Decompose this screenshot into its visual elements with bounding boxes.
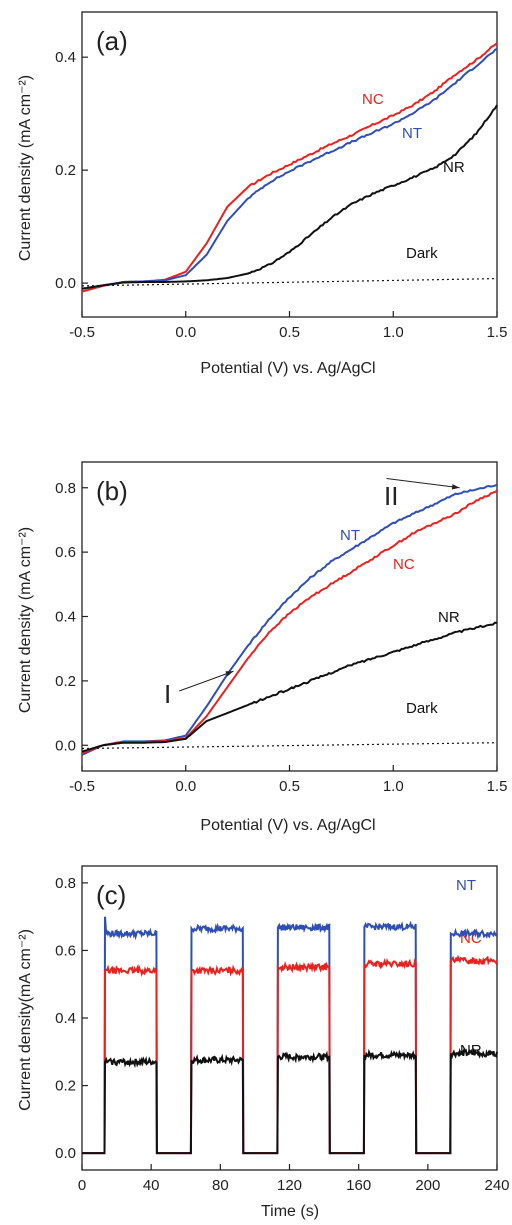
x-tick-label-b: 0.5 [279, 778, 300, 795]
y-tick-label-c: 0.2 [55, 1078, 76, 1095]
x-tick-label-a: -0.5 [69, 324, 95, 341]
chart-panel-b: (b) Potential (V) vs. Ag/AgCl Current de… [17, 461, 508, 834]
chart-panel-a: (a) Potential (V) vs. Ag/AgCl Current de… [17, 11, 508, 377]
y-tick-label-a: 0.2 [55, 162, 76, 179]
x-tick-label-c: 0 [78, 1177, 86, 1194]
y-axis-label-a: Current density (mA cm⁻²) [17, 75, 34, 261]
annotation-i: I [164, 679, 171, 709]
panel-label-b: (b) [96, 476, 128, 506]
x-tick-label-a: 1.5 [487, 324, 508, 341]
y-axis-label-b: Current density (mA cm⁻²) [17, 527, 34, 713]
series-line-nr-b [81, 621, 498, 753]
y-tick-label-b: 0.4 [55, 609, 76, 626]
panel-label-c: (c) [96, 880, 126, 910]
y-tick-label-c: 0.6 [55, 942, 76, 959]
y-tick-label-a: 0.0 [55, 275, 76, 292]
x-tick-label-c: 120 [277, 1177, 302, 1194]
series-label-nr-b: NR [438, 609, 460, 626]
x-tick-label-a: 0.0 [175, 324, 196, 341]
x-tick-label-b: 1.0 [383, 778, 404, 795]
x-tick-label-a: 0.5 [279, 324, 300, 341]
series-label-nt-a: NT [402, 125, 422, 142]
series-label-nc-a: NC [362, 91, 384, 108]
x-tick-label-b: 1.5 [487, 778, 508, 795]
y-tick-label-a: 0.4 [55, 49, 76, 66]
x-axis-label-a: Potential (V) vs. Ag/AgCl [200, 360, 375, 377]
annotation-ii: II [384, 481, 398, 511]
series-line-dark-a [81, 278, 498, 287]
y-tick-label-b: 0.2 [55, 673, 76, 690]
y-tick-label-b: 0.6 [55, 544, 76, 561]
series-label-dark-b: Dark [406, 700, 438, 717]
y-tick-label-b: 0.0 [55, 737, 76, 754]
series-line-dark-b [81, 742, 498, 750]
annotation-arrowhead-1 [225, 671, 234, 677]
y-tick-label-b: 0.8 [55, 480, 76, 497]
y-tick-label-c: 0.8 [55, 875, 76, 892]
series-label-nc-b: NC [393, 556, 415, 573]
series-line-nc-c [82, 954, 498, 1155]
x-axis-label-b: Potential (V) vs. Ag/AgCl [200, 817, 375, 834]
series-label-nr-a: NR [443, 159, 465, 176]
x-axis-label-c: Time (s) [261, 1203, 319, 1220]
plot-frame-b [81, 461, 498, 772]
y-tick-label-c: 0.0 [55, 1145, 76, 1162]
panel-label-a: (a) [96, 26, 128, 56]
annotation-arrow-1 [179, 670, 234, 692]
series-label-dark-a: Dark [406, 245, 438, 262]
annotation-arrow-2 [386, 478, 460, 489]
x-tick-label-b: -0.5 [69, 778, 95, 795]
plot-frame-c [81, 865, 498, 1171]
annotation-arrowhead-2 [451, 484, 460, 490]
x-tick-label-c: 160 [346, 1177, 371, 1194]
chart-panel-c: (c) Time (s) Current density(mA cm⁻²) NT… [17, 865, 510, 1220]
x-tick-label-c: 40 [143, 1177, 160, 1194]
series-line-nr-c [82, 1047, 498, 1155]
x-tick-label-c: 240 [484, 1177, 509, 1194]
x-tick-label-c: 200 [415, 1177, 440, 1194]
series-label-nt-b: NT [340, 527, 360, 544]
y-axis-label-c: Current density(mA cm⁻²) [17, 929, 34, 1111]
x-tick-label-c: 80 [212, 1177, 229, 1194]
x-tick-label-b: 0.0 [175, 778, 196, 795]
series-line-nr-a [81, 104, 498, 290]
x-tick-label-a: 1.0 [383, 324, 404, 341]
y-tick-label-c: 0.4 [55, 1010, 76, 1027]
series-label-nt-c: NT [456, 877, 476, 894]
series-line-nt-c [82, 916, 498, 1155]
